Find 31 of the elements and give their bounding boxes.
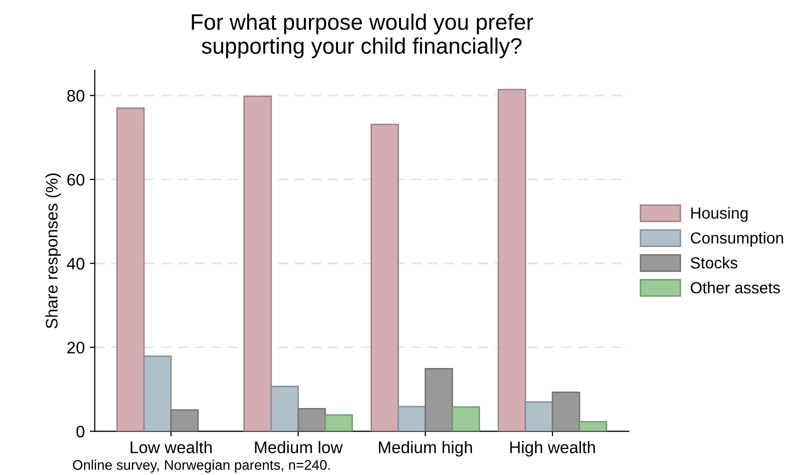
x-tick-label: Medium low: [255, 441, 343, 454]
legend-label: Consumption: [690, 232, 784, 247]
legend-label: Other assets: [690, 282, 780, 294]
x-tick-label: Low wealth: [130, 441, 212, 454]
y-tick-label: 40: [66, 258, 84, 270]
bar: [498, 88, 526, 432]
bar: [452, 406, 480, 432]
y-tick-label: 0: [76, 426, 84, 438]
bar: [370, 124, 399, 432]
bar: [170, 409, 199, 432]
legend-label: Stocks: [690, 256, 738, 269]
bar: [143, 355, 172, 432]
x-tick-label: High wealth: [510, 441, 595, 457]
bar: [297, 408, 326, 432]
bar: [398, 406, 426, 432]
bar: [552, 392, 580, 432]
bar: [524, 401, 554, 432]
bar: [578, 420, 608, 432]
bar: [116, 107, 145, 432]
x-tick-label: Medium high: [378, 441, 472, 457]
y-axis-title: Share responses (%): [45, 174, 61, 328]
y-tick-label: 80: [67, 90, 84, 102]
bar: [270, 386, 299, 432]
bar: [424, 368, 454, 432]
legend-label: Housing: [691, 207, 748, 222]
bar: [324, 414, 353, 432]
bar: [243, 96, 272, 432]
y-tick-label: 20: [67, 342, 84, 354]
y-tick-label: 60: [67, 174, 84, 186]
chart-title: For what purpose would you prefer supporting your child financially?: [192, 14, 534, 58]
text: Online survey, Norwegian parents, n=240.: [72, 460, 330, 473]
